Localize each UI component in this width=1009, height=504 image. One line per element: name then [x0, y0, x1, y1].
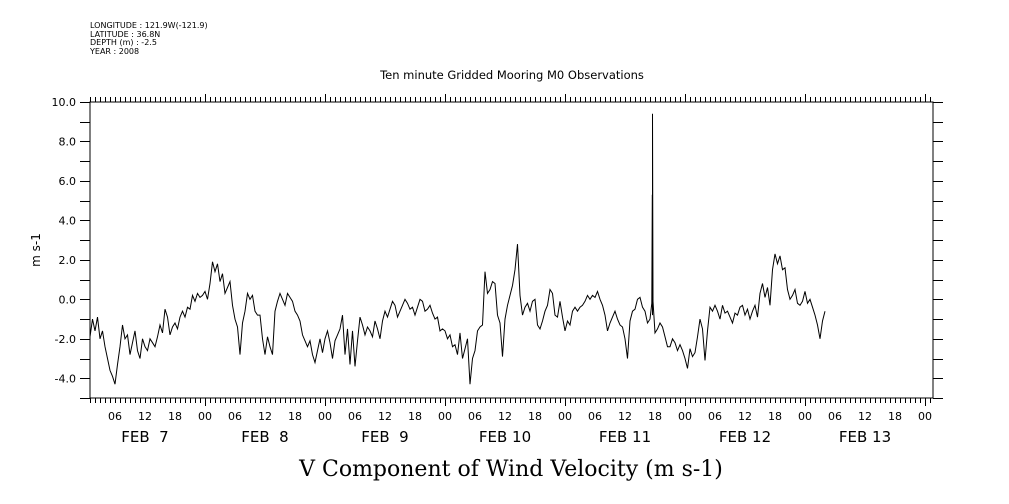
- x-hour-label: 12: [258, 410, 272, 423]
- x-hour-label: 06: [468, 410, 482, 423]
- x-day-label: FEB 7: [121, 428, 168, 446]
- x-day-label: FEB 9: [361, 428, 408, 446]
- y-tick-label: 2.0: [59, 254, 77, 267]
- x-hour-label: 18: [408, 410, 422, 423]
- x-axis-ticks: 06 12 18 00 06 12 18 00 06 12 18 00 06 12 18 00 06 12 18 00…: [90, 94, 932, 446]
- x-hour-label: 00: [318, 410, 332, 423]
- x-hour-label: 18: [888, 410, 902, 423]
- x-hour-label: 12: [138, 410, 152, 423]
- x-hour-label: 06: [588, 410, 602, 423]
- y-tick-label: 6.0: [59, 175, 77, 188]
- y-axis-ticks: -4.0 -2.0 0.0 2.0 4.0 6.0 8.0 10.0: [52, 96, 943, 399]
- x-day-label: FEB 13: [839, 428, 891, 446]
- plot-frame: [89, 101, 934, 399]
- meta-latitude: LATITUDE : 36.8N: [90, 29, 161, 39]
- x-hour-label: 06: [348, 410, 362, 423]
- axes: [89, 101, 934, 399]
- x-hour-label: 00: [438, 410, 452, 423]
- x-day-label: FEB 12: [719, 428, 771, 446]
- x-hour-label: 12: [618, 410, 632, 423]
- x-hour-label: 18: [168, 410, 182, 423]
- x-hour-label: 18: [288, 410, 302, 423]
- x-day-label: FEB 10: [479, 428, 531, 446]
- x-hour-label: 00: [798, 410, 812, 423]
- x-hour-label: 12: [738, 410, 752, 423]
- x-hour-label: 18: [768, 410, 782, 423]
- series-line-v-wind: [89, 113, 826, 385]
- x-day-label: FEB 8: [241, 428, 288, 446]
- y-axis-label: m s-1: [29, 233, 43, 267]
- y-tick-label: 8.0: [59, 135, 77, 148]
- y-tick-label: 0.0: [59, 293, 77, 306]
- x-hour-label: 18: [528, 410, 542, 423]
- meta-depth: DEPTH (m) : -2.5: [90, 38, 157, 47]
- location-metadata: LONGITUDE : 121.9W(-121.9) LATITUDE : 36…: [90, 21, 208, 56]
- meta-longitude: LONGITUDE : 121.9W(-121.9): [90, 21, 208, 30]
- x-hour-label: 06: [108, 410, 122, 423]
- chart-title: Ten minute Gridded Mooring M0 Observatio…: [380, 68, 644, 82]
- y-tick-label: 4.0: [59, 214, 77, 227]
- x-hour-label: 00: [678, 410, 692, 423]
- x-hour-label: 06: [228, 410, 242, 423]
- y-tick-label: -2.0: [55, 333, 76, 346]
- x-hour-label: 12: [378, 410, 392, 423]
- x-axis-label: V Component of Wind Velocity (m s-1): [298, 457, 723, 482]
- x-day-label: FEB 11: [599, 428, 651, 446]
- x-hour-label: 12: [498, 410, 512, 423]
- x-hour-label: 18: [648, 410, 662, 423]
- x-hour-label: 00: [198, 410, 212, 423]
- y-tick-label: -4.0: [55, 372, 76, 385]
- x-hour-label: 00: [918, 410, 932, 423]
- x-hour-label: 06: [708, 410, 722, 423]
- meta-year: YEAR : 2008: [90, 46, 140, 56]
- x-hour-label: 06: [828, 410, 842, 423]
- x-hour-label: 12: [858, 410, 872, 423]
- y-tick-label: 10.0: [52, 96, 77, 109]
- x-hour-label: 00: [558, 410, 572, 423]
